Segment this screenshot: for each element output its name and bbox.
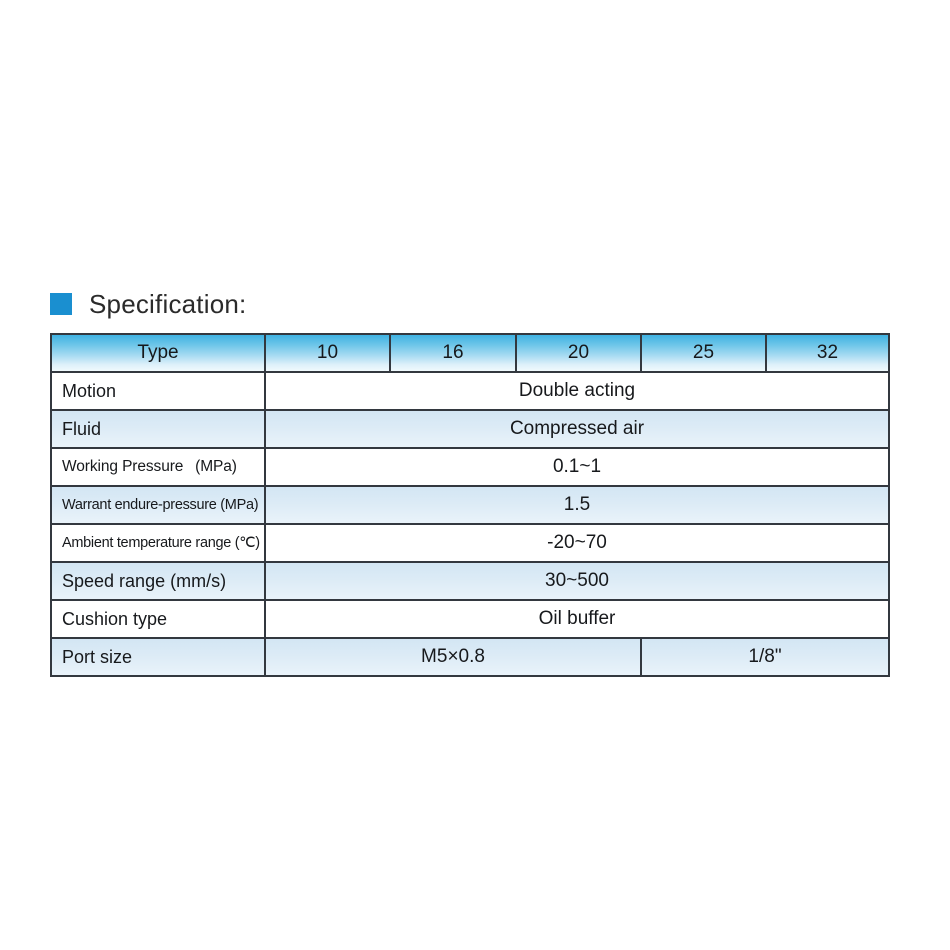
row-label: Speed range (mm/s): [50, 561, 266, 601]
table-row: Fluid Compressed air: [50, 409, 890, 449]
row-label: Working Pressure (MPa): [50, 447, 266, 487]
row-label: Ambient temperature range (℃): [50, 523, 266, 563]
row-label: Port size: [50, 637, 266, 677]
header-cell-16: 16: [389, 333, 517, 373]
row-value: Double acting: [264, 371, 890, 411]
row-value: 30~500: [264, 561, 890, 601]
port-size-value-large: 1/8": [640, 637, 890, 677]
row-value: 1.5: [264, 485, 890, 525]
section-heading: Specification:: [50, 286, 246, 322]
row-value: -20~70: [264, 523, 890, 563]
header-cell-25: 25: [640, 333, 767, 373]
row-label: Fluid: [50, 409, 266, 449]
header-cell-type: Type: [50, 333, 266, 373]
table-row-port-size: Port size M5×0.8 1/8": [50, 637, 890, 677]
table-row: Working Pressure (MPa) 0.1~1: [50, 447, 890, 487]
table-row: Speed range (mm/s) 30~500: [50, 561, 890, 601]
table-row: Motion Double acting: [50, 371, 890, 411]
header-cell-20: 20: [515, 333, 642, 373]
table-row: Cushion type Oil buffer: [50, 599, 890, 639]
blue-square-bullet-icon: [50, 293, 72, 315]
table-header-row: Type 10 16 20 25 32: [50, 333, 890, 373]
row-value: Oil buffer: [264, 599, 890, 639]
page-title: Specification:: [89, 289, 247, 319]
header-cell-32: 32: [765, 333, 890, 373]
header-cell-10: 10: [264, 333, 391, 373]
specification-table: Type 10 16 20 25 32 Motion Double acting…: [50, 333, 890, 677]
row-value: Compressed air: [264, 409, 890, 449]
table-row: Ambient temperature range (℃) -20~70: [50, 523, 890, 563]
row-value: 0.1~1: [264, 447, 890, 487]
table-row: Warrant endure-pressure (MPa) 1.5: [50, 485, 890, 525]
row-label: Warrant endure-pressure (MPa): [50, 485, 266, 525]
port-size-value-small: M5×0.8: [264, 637, 642, 677]
row-label: Motion: [50, 371, 266, 411]
row-label: Cushion type: [50, 599, 266, 639]
